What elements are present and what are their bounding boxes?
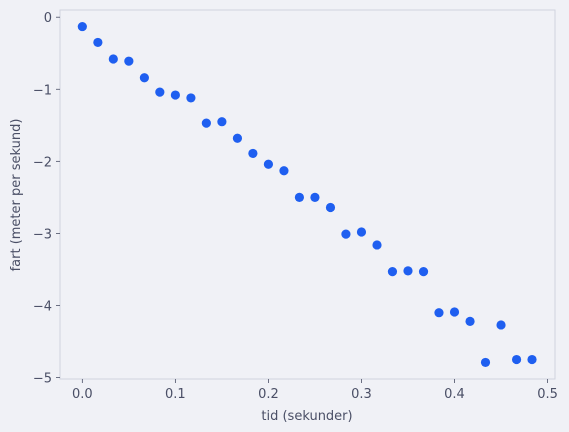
- y-tick-label: −5: [33, 372, 52, 387]
- data-point: [434, 308, 444, 318]
- data-point: [480, 357, 491, 368]
- y-tick-label: 0: [44, 11, 52, 26]
- data-point: [170, 90, 180, 100]
- y-tick-label: −2: [33, 155, 52, 170]
- x-tick-label: 0.5: [537, 387, 558, 402]
- data-point: [511, 354, 522, 365]
- y-tick-label: −3: [33, 227, 52, 242]
- y-axis-ticks: 0 −1 −2 −3 −4 −5: [33, 11, 60, 387]
- data-point: [155, 87, 165, 97]
- data-point: [248, 148, 258, 159]
- x-tick-label: 0.1: [165, 387, 186, 402]
- x-tick-label: 0.3: [351, 387, 372, 402]
- data-point: [186, 93, 196, 103]
- data-point: [449, 307, 460, 317]
- data-point: [294, 192, 305, 202]
- y-tick-label: −4: [33, 299, 52, 314]
- x-tick-label: 0.2: [258, 387, 279, 402]
- y-axis-label: fart (meter per sekund): [9, 119, 24, 272]
- data-point: [372, 240, 382, 250]
- x-axis-ticks: 0.0 0.1 0.2 0.3 0.4 0.5: [72, 379, 558, 402]
- data-point: [418, 267, 429, 277]
- data-point: [124, 56, 134, 66]
- x-tick-label: 0.4: [444, 387, 465, 402]
- data-point: [108, 54, 118, 64]
- data-points: [77, 21, 537, 368]
- data-point: [232, 133, 243, 143]
- x-tick-label: 0.0: [72, 387, 93, 402]
- data-point: [201, 118, 211, 128]
- data-point: [387, 267, 398, 277]
- data-point: [279, 166, 289, 176]
- data-point: [465, 316, 475, 326]
- y-tick-label: −1: [33, 83, 52, 98]
- data-point: [341, 229, 351, 239]
- data-point: [356, 227, 367, 237]
- data-point: [217, 117, 227, 127]
- data-point: [527, 354, 537, 365]
- data-point: [263, 159, 274, 169]
- data-point: [93, 37, 103, 48]
- data-point: [139, 73, 149, 83]
- data-point: [403, 266, 413, 276]
- x-axis-label: tid (sekunder): [261, 409, 352, 424]
- data-point: [77, 21, 87, 32]
- data-point: [325, 202, 336, 213]
- plot-area: [59, 9, 556, 380]
- data-point: [496, 320, 506, 330]
- data-point: [310, 192, 320, 202]
